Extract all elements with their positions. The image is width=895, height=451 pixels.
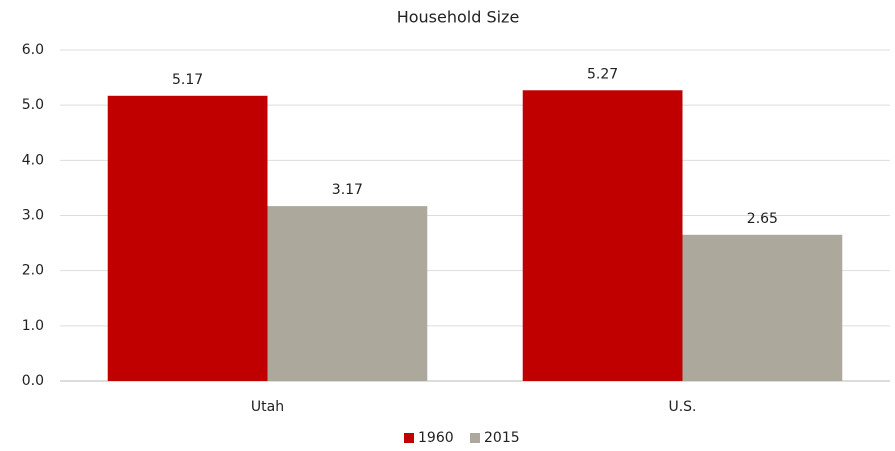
legend-swatch	[404, 433, 414, 443]
chart-title: Household Size	[397, 8, 520, 27]
y-tick-label: 0.0	[22, 373, 44, 389]
y-tick-label: 4.0	[22, 152, 44, 168]
bar	[267, 206, 428, 381]
data-label: 3.17	[332, 182, 363, 198]
bar	[522, 90, 683, 381]
y-tick-label: 3.0	[22, 208, 44, 224]
data-label: 5.27	[587, 66, 618, 82]
legend-label: 1960	[418, 430, 454, 446]
y-tick-label: 6.0	[22, 42, 44, 58]
y-tick-label: 1.0	[22, 318, 44, 334]
bar	[682, 234, 843, 381]
y-tick-label: 2.0	[22, 263, 44, 279]
legend-swatch	[470, 433, 480, 443]
x-tick-label: U.S.	[668, 399, 696, 415]
legend-label: 2015	[484, 430, 520, 446]
data-label: 5.17	[172, 72, 203, 88]
y-tick-label: 5.0	[22, 97, 44, 113]
bar	[107, 95, 268, 381]
data-label: 2.65	[747, 211, 778, 227]
x-tick-label: Utah	[251, 399, 284, 415]
